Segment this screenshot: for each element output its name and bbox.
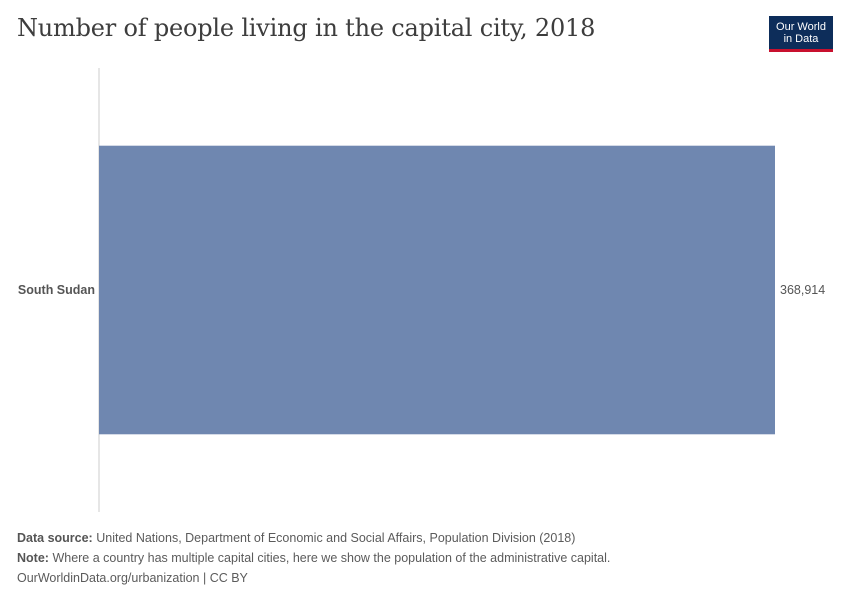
chart-footer: Data source: United Nations, Department … <box>17 528 610 588</box>
data-source-text: United Nations, Department of Economic a… <box>96 531 576 545</box>
source-url-line[interactable]: OurWorldinData.org/urbanization | CC BY <box>17 571 248 585</box>
data-source-line: Data source: United Nations, Department … <box>17 528 610 548</box>
note-label: Note: <box>17 551 49 565</box>
logo-line-1: Our World <box>776 21 826 33</box>
chart-title: Number of people living in the capital c… <box>17 14 596 42</box>
note-line: Note: Where a country has multiple capit… <box>17 548 610 568</box>
category-label: South Sudan <box>18 283 95 297</box>
data-source-label: Data source: <box>17 531 93 545</box>
logo-line-2: in Data <box>783 33 819 45</box>
value-label: 368,914 <box>780 283 825 297</box>
bar[interactable] <box>99 145 775 435</box>
owid-logo[interactable]: Our World in Data <box>769 16 833 52</box>
note-text: Where a country has multiple capital cit… <box>52 551 611 565</box>
